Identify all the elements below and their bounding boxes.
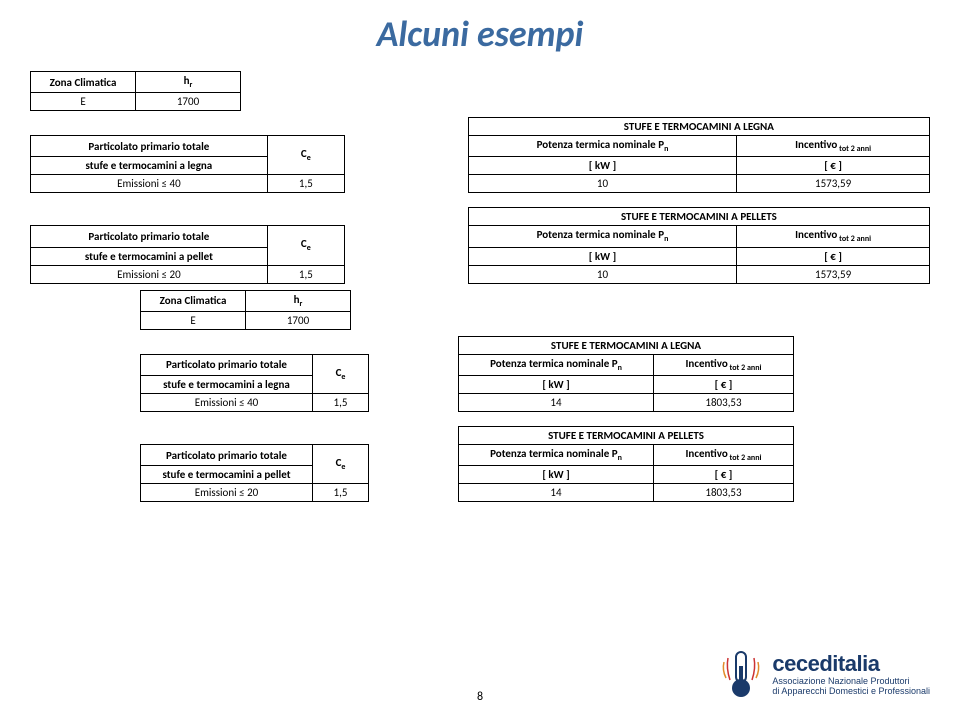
ce-value: 1,5 xyxy=(267,265,344,283)
kw-label: [ kW ] xyxy=(468,247,736,265)
inc-value: 1573,59 xyxy=(737,265,930,283)
kw-label: [ kW ] xyxy=(459,375,654,393)
kw-label: [ kW ] xyxy=(468,157,736,175)
hr-label: hr xyxy=(136,72,241,93)
zona-table-1: Zona Climatica hr E 1700 xyxy=(30,71,241,111)
incentivo-label: Incentivo tot 2 anni xyxy=(737,136,930,157)
kw-value: 14 xyxy=(459,393,654,411)
ce-value: 1,5 xyxy=(313,484,369,502)
euro-label: [ € ] xyxy=(737,157,930,175)
particolato-label: Particolato primario totale xyxy=(31,136,268,157)
particolato-label: Particolato primario totale xyxy=(141,444,313,465)
potenza-label: Potenza termica nominale Pn xyxy=(468,136,736,157)
stufe-pellet-label: stufe e termocamini a pellet xyxy=(31,247,268,265)
particolato-label: Particolato primario totale xyxy=(141,354,313,375)
head-legna: STUFE E TERMOCAMINI A LEGNA xyxy=(459,336,794,354)
page-title: Alcuni esempi xyxy=(30,12,930,56)
inc-value: 1803,53 xyxy=(654,484,794,502)
ce-label: Ce xyxy=(313,444,369,483)
inc-value: 1803,53 xyxy=(654,393,794,411)
head-pellets: STUFE E TERMOCAMINI A PELLETS xyxy=(459,426,794,444)
euro-label: [ € ] xyxy=(654,375,794,393)
kw-value: 14 xyxy=(459,484,654,502)
kw-value: 10 xyxy=(468,265,736,283)
ce-value: 1,5 xyxy=(267,175,344,193)
ce-label: Ce xyxy=(267,136,344,175)
incentivo-label: Incentivo tot 2 anni xyxy=(654,444,794,465)
ce-label: Ce xyxy=(267,226,344,265)
hr-value: 1700 xyxy=(246,311,351,329)
emissioni-20: Emissioni ≤ 20 xyxy=(141,484,313,502)
legna-table-2: STUFE E TERMOCAMINI A LEGNA Particolato … xyxy=(140,336,794,412)
incentivo-label: Incentivo tot 2 anni xyxy=(737,226,930,247)
potenza-label: Potenza termica nominale Pn xyxy=(459,354,654,375)
hr-value: 1700 xyxy=(136,93,241,111)
ce-value: 1,5 xyxy=(313,393,369,411)
ce-label: Ce xyxy=(313,354,369,393)
zona-value: E xyxy=(31,93,136,111)
brand-name: ceceditalia xyxy=(772,651,930,677)
potenza-label: Potenza termica nominale Pn xyxy=(459,444,654,465)
emissioni-20: Emissioni ≤ 20 xyxy=(31,265,268,283)
stufe-pellet-label: stufe e termocamini a pellet xyxy=(141,466,313,484)
head-pellets: STUFE E TERMOCAMINI A PELLETS xyxy=(468,208,929,226)
euro-label: [ € ] xyxy=(654,466,794,484)
hr-label: hr xyxy=(246,290,351,311)
brand-text: ceceditalia Associazione Nazionale Produ… xyxy=(772,651,930,697)
zona-label: Zona Climatica xyxy=(141,290,246,311)
footer: ceceditalia Associazione Nazionale Produ… xyxy=(30,648,930,700)
zona-table-2: Zona Climatica hr E 1700 xyxy=(140,290,351,330)
thermometer-icon xyxy=(720,648,762,700)
emissioni-40: Emissioni ≤ 40 xyxy=(141,393,313,411)
stufe-legna-label: stufe e termocamini a legna xyxy=(31,157,268,175)
brand-logo-group: ceceditalia Associazione Nazionale Produ… xyxy=(720,648,930,700)
zona-label: Zona Climatica xyxy=(31,72,136,93)
euro-label: [ € ] xyxy=(737,247,930,265)
stufe-legna-label: stufe e termocamini a legna xyxy=(141,375,313,393)
emissioni-40: Emissioni ≤ 40 xyxy=(31,175,268,193)
inc-value: 1573,59 xyxy=(737,175,930,193)
pellets-table-2: STUFE E TERMOCAMINI A PELLETS Particolat… xyxy=(140,426,794,502)
particolato-label: Particolato primario totale xyxy=(31,226,268,247)
potenza-label: Potenza termica nominale Pn xyxy=(468,226,736,247)
incentivo-label: Incentivo tot 2 anni xyxy=(654,354,794,375)
head-legna: STUFE E TERMOCAMINI A LEGNA xyxy=(468,118,929,136)
zona-value: E xyxy=(141,311,246,329)
kw-label: [ kW ] xyxy=(459,466,654,484)
kw-value: 10 xyxy=(468,175,736,193)
legna-table-1: STUFE E TERMOCAMINI A LEGNA Particolato … xyxy=(30,117,930,193)
brand-tagline-2: di Apparecchi Domestici e Professionali xyxy=(772,687,930,697)
pellets-table-1: STUFE E TERMOCAMINI A PELLETS Particolat… xyxy=(30,207,930,283)
